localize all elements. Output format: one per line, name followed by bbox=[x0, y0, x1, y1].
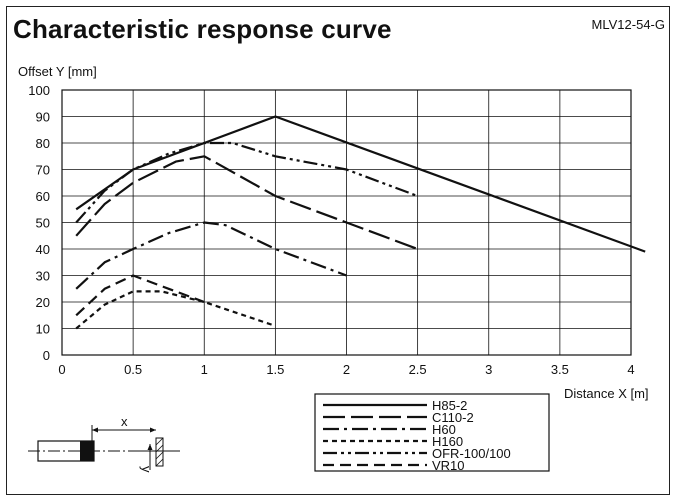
legend-label: H85-2 bbox=[432, 398, 467, 413]
target-hatch-3 bbox=[155, 451, 164, 460]
legend-label: H60 bbox=[432, 422, 456, 437]
y-tick-label: 100 bbox=[28, 83, 50, 98]
target-hatch-4 bbox=[155, 458, 164, 467]
series-line-c110-2 bbox=[75, 155, 418, 251]
plot-area bbox=[61, 89, 632, 356]
y-tick-label: 80 bbox=[36, 136, 50, 151]
target-hatch-1 bbox=[155, 437, 164, 446]
y-tick-label: 70 bbox=[36, 163, 50, 178]
y-tick-label: 40 bbox=[36, 242, 50, 257]
x-dimension-label: x bbox=[121, 414, 128, 429]
x-arrow-right bbox=[150, 427, 156, 433]
y-tick-label: 0 bbox=[43, 348, 50, 363]
series-line-h160 bbox=[75, 290, 276, 330]
series-lines bbox=[75, 115, 646, 330]
model-number: MLV12-54-G bbox=[591, 17, 665, 32]
x-tick-label: 0.5 bbox=[124, 362, 142, 377]
series-line-vr10 bbox=[75, 274, 205, 317]
sensor-lens bbox=[80, 441, 94, 461]
y-tick-label: 30 bbox=[36, 269, 50, 284]
chart-title: Characteristic response curve bbox=[13, 14, 392, 44]
legend-label: C110-2 bbox=[432, 410, 474, 425]
legend-label: H160 bbox=[432, 434, 463, 449]
x-tick-label: 0 bbox=[58, 362, 65, 377]
y-tick-label: 20 bbox=[36, 295, 50, 310]
x-tick-label: 3.5 bbox=[551, 362, 569, 377]
x-arrow-left bbox=[92, 427, 98, 433]
x-tick-label: 2 bbox=[343, 362, 350, 377]
x-tick-label: 3 bbox=[485, 362, 492, 377]
series-line-h60 bbox=[75, 221, 347, 290]
x-tick-label: 1 bbox=[201, 362, 208, 377]
x-tick-label: 1.5 bbox=[266, 362, 284, 377]
y-tick-labels: 0 10 20 30 40 50 60 70 80 90 100 bbox=[28, 83, 50, 363]
x-tick-label: 4 bbox=[627, 362, 634, 377]
legend-label: OFR-100/100 bbox=[432, 446, 511, 461]
x-tick-labels: 0 0.5 1 1.5 2 2.5 3 3.5 4 bbox=[58, 362, 634, 377]
y-dimension-label: y bbox=[139, 466, 154, 473]
y-tick-label: 60 bbox=[36, 189, 50, 204]
reflector-target bbox=[155, 437, 164, 467]
y-axis-label: Offset Y [mm] bbox=[18, 64, 97, 79]
x-axis-label: Distance X [m] bbox=[564, 386, 649, 401]
grid bbox=[61, 89, 632, 356]
legend-label: VR10 bbox=[432, 458, 465, 473]
sensor-geometry-diagram: x y bbox=[28, 414, 180, 473]
legend-box bbox=[314, 393, 550, 472]
y-tick-label: 90 bbox=[36, 110, 50, 125]
y-tick-label: 10 bbox=[36, 322, 50, 337]
x-tick-label: 2.5 bbox=[409, 362, 427, 377]
series-line-ofr-100-100 bbox=[75, 141, 418, 224]
y-tick-label: 50 bbox=[36, 216, 50, 231]
y-arrow bbox=[147, 444, 153, 450]
chart-frame bbox=[6, 6, 670, 495]
